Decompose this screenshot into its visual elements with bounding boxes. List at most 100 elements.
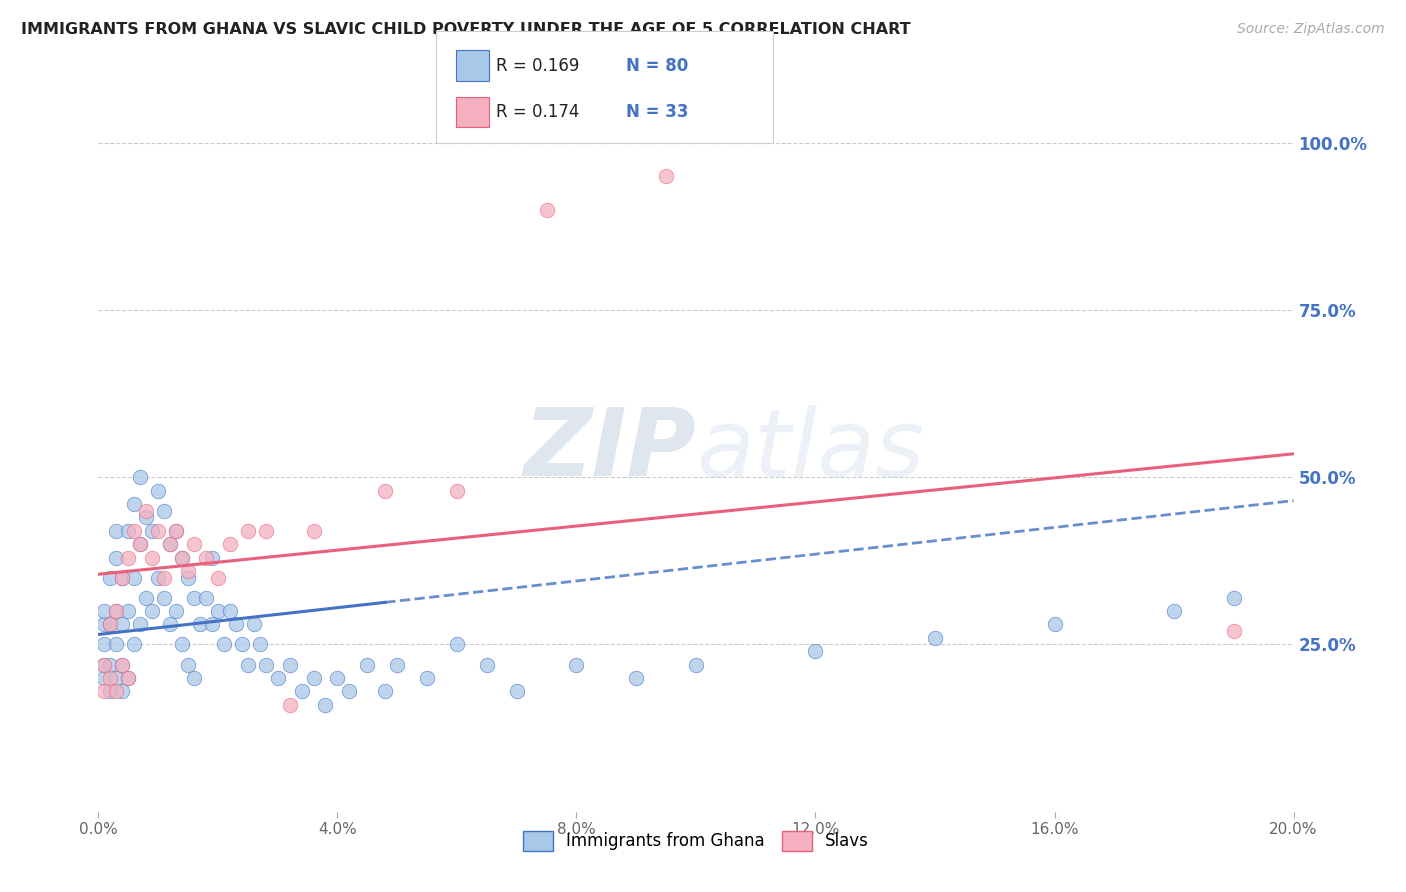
Point xyxy=(93,617,115,632)
Point xyxy=(135,510,157,524)
Point xyxy=(172,637,194,651)
Point xyxy=(219,537,242,551)
Point xyxy=(326,671,349,685)
Point xyxy=(165,524,187,538)
Point xyxy=(98,671,122,685)
Point xyxy=(93,671,115,685)
Point xyxy=(1223,624,1246,639)
Point xyxy=(93,684,115,698)
Point xyxy=(117,671,139,685)
Point xyxy=(446,637,468,651)
Point xyxy=(98,617,122,632)
Point xyxy=(159,537,181,551)
Point xyxy=(129,470,152,484)
Point xyxy=(225,617,247,632)
Point xyxy=(446,483,468,498)
Point xyxy=(111,571,134,585)
Point xyxy=(212,637,235,651)
Point xyxy=(685,657,707,672)
Point xyxy=(117,550,139,565)
Point xyxy=(129,617,152,632)
Point xyxy=(111,571,134,585)
Point xyxy=(135,591,157,605)
Point xyxy=(506,684,529,698)
Point xyxy=(236,657,259,672)
Point xyxy=(219,604,242,618)
Point xyxy=(129,537,152,551)
Point xyxy=(159,617,181,632)
Point xyxy=(177,571,200,585)
Point xyxy=(93,657,115,672)
Point xyxy=(267,671,290,685)
Point xyxy=(111,657,134,672)
Point xyxy=(626,671,648,685)
Point xyxy=(124,637,146,651)
Point xyxy=(201,617,224,632)
Point xyxy=(183,537,205,551)
Point xyxy=(207,571,229,585)
Point xyxy=(536,202,558,217)
Point xyxy=(148,571,170,585)
Point xyxy=(153,571,176,585)
Point xyxy=(231,637,253,651)
Point xyxy=(98,684,122,698)
Point xyxy=(1043,617,1066,632)
Point xyxy=(172,550,194,565)
Point xyxy=(135,503,157,517)
Text: ZIP: ZIP xyxy=(523,404,696,497)
Text: R = 0.174: R = 0.174 xyxy=(496,103,579,120)
Point xyxy=(124,497,146,511)
Point xyxy=(278,698,301,712)
Point xyxy=(254,657,277,672)
Point xyxy=(201,550,224,565)
Point xyxy=(153,591,176,605)
Point xyxy=(804,644,827,658)
Point xyxy=(172,550,194,565)
Point xyxy=(188,617,211,632)
Point xyxy=(98,617,122,632)
Point xyxy=(105,550,128,565)
Point xyxy=(565,657,588,672)
Point xyxy=(249,637,271,651)
Point xyxy=(148,483,170,498)
Text: N = 33: N = 33 xyxy=(626,103,688,120)
Point xyxy=(98,657,122,672)
Point xyxy=(105,671,128,685)
Point xyxy=(207,604,229,618)
Point xyxy=(1163,604,1185,618)
Point xyxy=(183,591,205,605)
Point xyxy=(93,637,115,651)
Point xyxy=(105,524,128,538)
Point xyxy=(183,671,205,685)
Point xyxy=(195,591,218,605)
Point xyxy=(111,617,134,632)
Point xyxy=(356,657,378,672)
Point xyxy=(124,524,146,538)
Point xyxy=(165,524,187,538)
Point xyxy=(475,657,498,672)
Point xyxy=(374,684,396,698)
Point xyxy=(105,637,128,651)
Point xyxy=(315,698,337,712)
Point xyxy=(278,657,301,672)
Point xyxy=(148,524,170,538)
Point xyxy=(374,483,396,498)
Point xyxy=(105,684,128,698)
Point xyxy=(236,524,259,538)
Point xyxy=(93,657,115,672)
Point xyxy=(111,657,134,672)
Point xyxy=(105,604,128,618)
Text: R = 0.169: R = 0.169 xyxy=(496,56,579,75)
Point xyxy=(416,671,439,685)
Point xyxy=(129,537,152,551)
Point xyxy=(924,631,946,645)
Text: N = 80: N = 80 xyxy=(626,56,688,75)
Point xyxy=(117,671,139,685)
Point xyxy=(339,684,361,698)
Legend: Immigrants from Ghana, Slavs: Immigrants from Ghana, Slavs xyxy=(516,824,876,857)
Point xyxy=(254,524,277,538)
Text: IMMIGRANTS FROM GHANA VS SLAVIC CHILD POVERTY UNDER THE AGE OF 5 CORRELATION CHA: IMMIGRANTS FROM GHANA VS SLAVIC CHILD PO… xyxy=(21,22,911,37)
Text: Source: ZipAtlas.com: Source: ZipAtlas.com xyxy=(1237,22,1385,37)
Point xyxy=(165,604,187,618)
Point xyxy=(93,604,115,618)
